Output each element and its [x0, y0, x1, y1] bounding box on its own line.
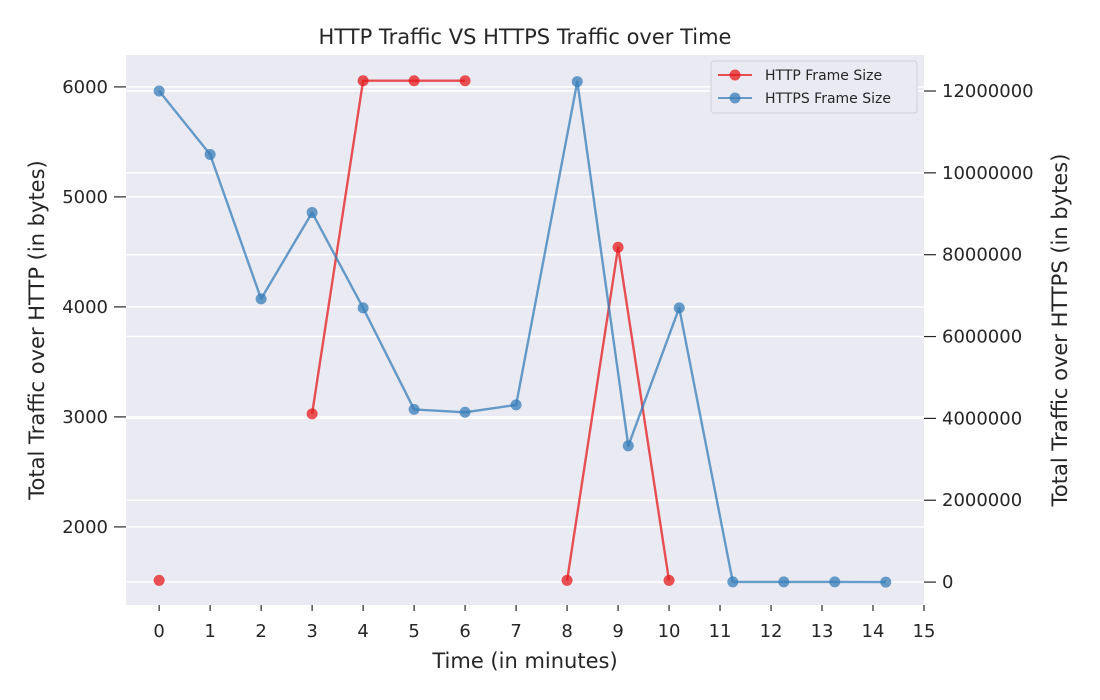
data-point	[459, 406, 471, 418]
data-point	[153, 574, 165, 586]
x-tick-label: 15	[913, 621, 936, 642]
x-tick-label: 14	[862, 621, 885, 642]
series-https	[153, 76, 892, 588]
data-point	[153, 85, 165, 97]
y-right-tick-label: 10000000	[942, 163, 1034, 184]
data-point	[561, 574, 573, 586]
x-tick-label: 0	[153, 621, 164, 642]
grid-lines	[126, 86, 924, 583]
data-point	[459, 75, 471, 87]
y-right-tick-label: 0	[942, 572, 953, 593]
legend-marker-https	[729, 92, 741, 104]
data-point	[622, 440, 634, 452]
y-left-tick-label: 5000	[62, 187, 108, 208]
x-tick-label: 8	[561, 621, 572, 642]
plot-background	[126, 55, 924, 605]
data-point	[778, 576, 790, 588]
data-point	[510, 399, 522, 411]
data-point	[408, 403, 420, 415]
data-point	[357, 75, 369, 87]
y-axis-right-label: Total Traffic over HTTPS (in bytes)	[1048, 154, 1072, 508]
data-point	[663, 574, 675, 586]
x-tick-label: 1	[204, 621, 215, 642]
x-tick-label: 4	[357, 621, 368, 642]
data-point	[306, 408, 318, 420]
data-point	[357, 302, 369, 314]
legend-label-https: HTTPS Frame Size	[765, 91, 891, 107]
legend-marker-http	[729, 69, 741, 81]
data-point	[306, 207, 318, 219]
chart-title: HTTP Traffic VS HTTPS Traffic over Time	[319, 25, 732, 49]
series-line	[310, 79, 466, 414]
series-http	[153, 75, 675, 586]
x-axis-label: Time (in minutes)	[431, 649, 617, 673]
data-point	[829, 576, 841, 588]
y-right-tick-label: 2000000	[942, 490, 1022, 511]
ticks: 0 1 2 3 4 5 6 7 8 9 10 11 12 13 14 15200030004000500060…	[62, 77, 1033, 642]
legend-box	[710, 60, 918, 114]
y-right-tick-label: 6000000	[942, 327, 1022, 348]
y-left-tick-label: 6000	[62, 77, 108, 98]
x-tick-label: 6	[459, 621, 470, 642]
legend-label-http: HTTP Frame Size	[765, 68, 882, 84]
y-left-tick-label: 4000	[62, 297, 108, 318]
x-tick-label: 11	[709, 621, 732, 642]
x-tick-label: 7	[510, 621, 521, 642]
y-axis-left-label: Total Traffic over HTTP (in bytes)	[25, 160, 49, 500]
data-point	[408, 75, 420, 87]
x-tick-label: 12	[760, 621, 783, 642]
data-point	[727, 576, 739, 588]
data-point	[880, 576, 892, 588]
data-point	[673, 302, 685, 314]
x-tick-label: 2	[255, 621, 266, 642]
y-right-tick-label: 8000000	[942, 245, 1022, 266]
x-tick-label: 13	[811, 621, 834, 642]
x-tick-label: 9	[612, 621, 623, 642]
data-point	[255, 293, 267, 305]
legend: HTTP Frame Size HTTPS Frame Size	[710, 60, 918, 114]
series-layer	[153, 75, 892, 588]
data-point	[612, 241, 624, 253]
x-tick-label: 5	[408, 621, 419, 642]
x-tick-label: 3	[306, 621, 317, 642]
y-left-tick-label: 2000	[62, 517, 108, 538]
y-left-tick-label: 3000	[62, 407, 108, 428]
y-right-tick-label: 4000000	[942, 408, 1022, 429]
x-tick-label: 10	[658, 621, 681, 642]
data-point	[204, 148, 216, 160]
y-right-tick-label: 12000000	[942, 81, 1034, 102]
data-point	[571, 76, 583, 88]
